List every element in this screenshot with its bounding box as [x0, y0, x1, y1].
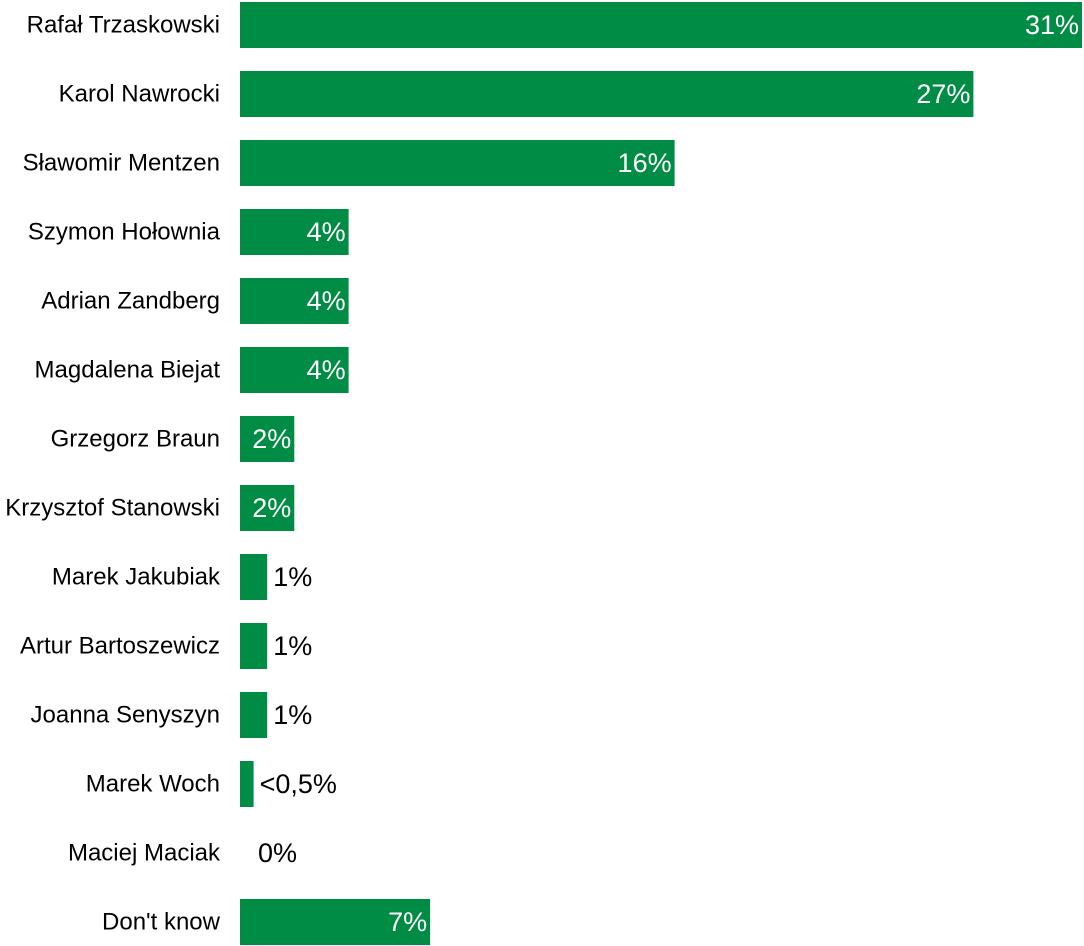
value-label: 1%: [273, 700, 312, 730]
bar: [240, 761, 254, 807]
category-label: Magdalena Biejat: [35, 357, 221, 384]
bar: [240, 140, 675, 186]
category-label: Maciej Maciak: [68, 840, 221, 867]
category-label: Grzegorz Braun: [51, 426, 220, 453]
category-label: Joanna Senyszyn: [31, 702, 220, 729]
category-label: Rafał Trzaskowski: [27, 12, 220, 39]
category-label: Adrian Zandberg: [41, 288, 220, 315]
value-label: 16%: [618, 148, 672, 178]
bar: [240, 554, 268, 600]
value-label: 4%: [307, 286, 346, 316]
value-label: 7%: [388, 907, 427, 937]
labels-layer: Rafał Trzaskowski 31% Karol Nawrocki 27% Sła…: [5, 10, 1079, 937]
value-label: 4%: [307, 355, 346, 385]
bar: [240, 209, 349, 255]
bar: [240, 899, 431, 945]
bar: [240, 485, 295, 531]
bar: [240, 71, 974, 117]
value-label: 27%: [916, 79, 970, 109]
category-label: Sławomir Mentzen: [23, 150, 220, 177]
category-label: Don't know: [102, 909, 221, 936]
value-label: 0%: [258, 838, 297, 868]
category-label: Krzysztof Stanowski: [5, 495, 220, 522]
value-label: 4%: [307, 217, 346, 247]
category-label: Szymon Hołownia: [28, 219, 221, 246]
value-label: <0,5%: [260, 769, 337, 799]
value-label: 31%: [1025, 10, 1079, 40]
category-label: Marek Jakubiak: [52, 564, 221, 591]
category-label: Karol Nawrocki: [59, 81, 220, 108]
bar: [240, 278, 349, 324]
bar: [240, 692, 268, 738]
category-label: Artur Bartoszewicz: [20, 633, 220, 660]
bar: [240, 2, 1082, 48]
category-label: Marek Woch: [86, 771, 220, 798]
bar: [240, 416, 295, 462]
value-label: 1%: [273, 631, 312, 661]
bars-layer: [240, 2, 1082, 945]
value-label: 2%: [252, 493, 291, 523]
value-label: 2%: [252, 424, 291, 454]
value-label: 1%: [273, 562, 312, 592]
bar: [240, 623, 268, 669]
bar: [240, 347, 349, 393]
